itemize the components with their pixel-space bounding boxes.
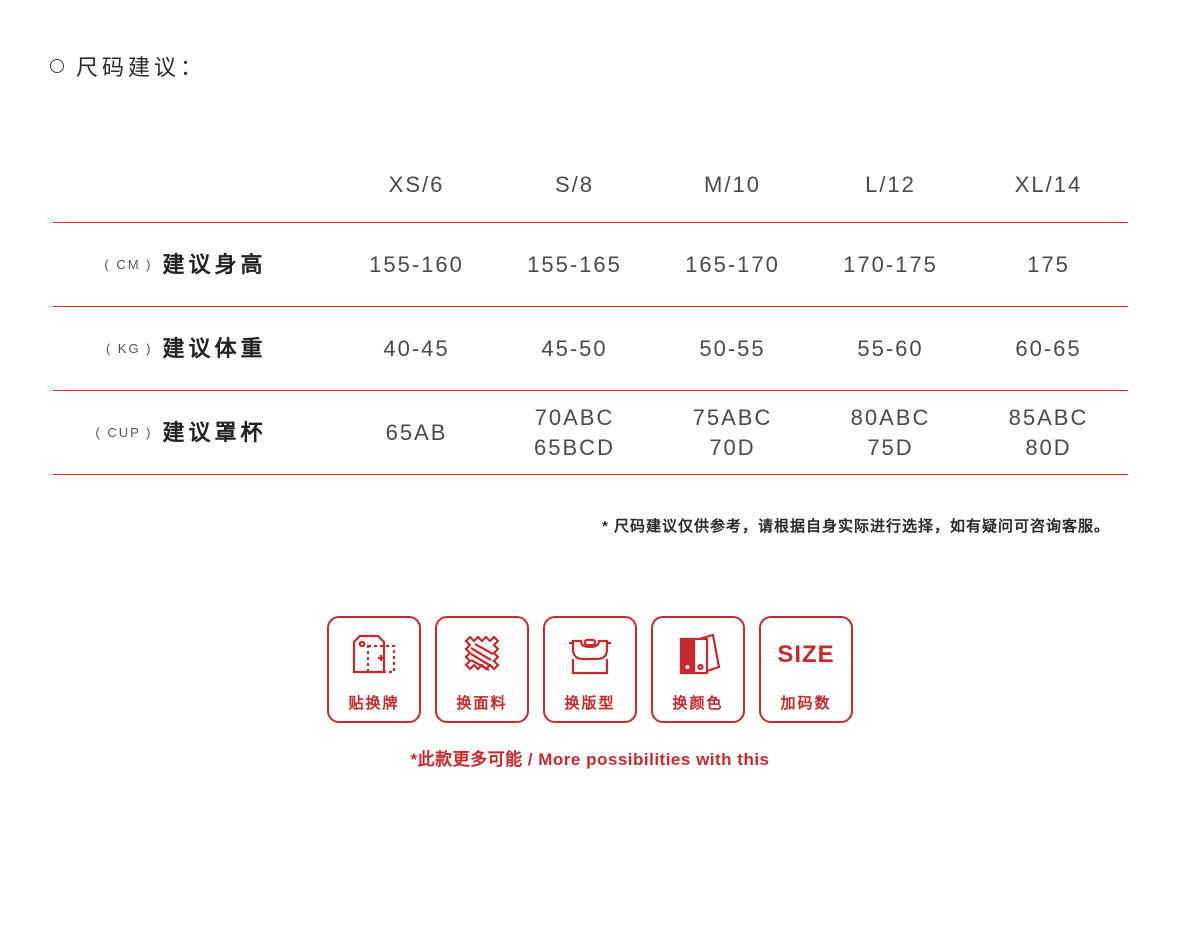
cell: 175 bbox=[970, 223, 1128, 307]
badge-size: SIZE 加码数 bbox=[759, 616, 853, 723]
table-row: ( CM ) 建议身高 155-160 155-165 165-170 170-… bbox=[53, 223, 1128, 307]
tag-icon bbox=[329, 618, 419, 692]
footnote: * 尺码建议仅供参考，请根据自身实际进行选择，如有疑问可咨询客服。 bbox=[40, 515, 1110, 536]
cell: 40-45 bbox=[338, 307, 496, 391]
size-col-3: L/12 bbox=[812, 172, 970, 223]
cell: 155-160 bbox=[338, 223, 496, 307]
cell: 50-55 bbox=[654, 307, 812, 391]
cell: 60-65 bbox=[970, 307, 1128, 391]
size-col-4: XL/14 bbox=[970, 172, 1128, 223]
row-label: 建议身高 bbox=[163, 223, 338, 307]
fabric-icon bbox=[437, 618, 527, 692]
cell: 80ABC75D bbox=[812, 391, 970, 475]
size-text: SIZE bbox=[777, 641, 834, 669]
badge-pattern: 换版型 bbox=[543, 616, 637, 723]
size-col-1: S/8 bbox=[496, 172, 654, 223]
section-title: 尺码建议： bbox=[76, 50, 206, 82]
color-icon bbox=[653, 618, 743, 692]
table-row: ( CUP ) 建议罩杯 65AB 70ABC65BCD 75ABC70D 80… bbox=[53, 391, 1128, 475]
section-header: 尺码建议： bbox=[50, 50, 1140, 82]
row-label: 建议罩杯 bbox=[163, 391, 338, 475]
row-unit: ( CM ) bbox=[53, 223, 163, 307]
size-header-row: XS/6 S/8 M/10 L/12 XL/14 bbox=[53, 172, 1128, 223]
cell: 75ABC70D bbox=[654, 391, 812, 475]
badge-label: 加码数 bbox=[780, 692, 831, 713]
badge-fabric: 换面料 bbox=[435, 616, 529, 723]
caption: *此款更多可能 / More possibilities with this bbox=[40, 745, 1140, 770]
badge-color: 换颜色 bbox=[651, 616, 745, 723]
cell: 70ABC65BCD bbox=[496, 391, 654, 475]
bullet-icon bbox=[50, 59, 64, 73]
row-label: 建议体重 bbox=[163, 307, 338, 391]
badge-label: 换面料 bbox=[456, 692, 507, 713]
size-col-0: XS/6 bbox=[338, 172, 496, 223]
cell: 170-175 bbox=[812, 223, 970, 307]
table-row: ( KG ) 建议体重 40-45 45-50 50-55 55-60 60-6… bbox=[53, 307, 1128, 391]
badge-label: 换颜色 bbox=[672, 692, 723, 713]
badge-label: 换版型 bbox=[564, 692, 615, 713]
pattern-icon bbox=[545, 618, 635, 692]
row-unit: ( CUP ) bbox=[53, 391, 163, 475]
cell: 65AB bbox=[338, 391, 496, 475]
badge-label: 贴换牌 bbox=[348, 692, 399, 713]
row-unit: ( KG ) bbox=[53, 307, 163, 391]
size-col-2: M/10 bbox=[654, 172, 812, 223]
cell: 165-170 bbox=[654, 223, 812, 307]
badge-tag: 贴换牌 bbox=[327, 616, 421, 723]
cell: 85ABC80D bbox=[970, 391, 1128, 475]
cell: 55-60 bbox=[812, 307, 970, 391]
cell: 155-165 bbox=[496, 223, 654, 307]
badge-row: 贴换牌 换面料 换版型 bbox=[40, 616, 1140, 723]
cell: 45-50 bbox=[496, 307, 654, 391]
size-table: XS/6 S/8 M/10 L/12 XL/14 ( CM ) 建议身高 155… bbox=[53, 172, 1128, 475]
size-icon: SIZE bbox=[761, 618, 851, 692]
